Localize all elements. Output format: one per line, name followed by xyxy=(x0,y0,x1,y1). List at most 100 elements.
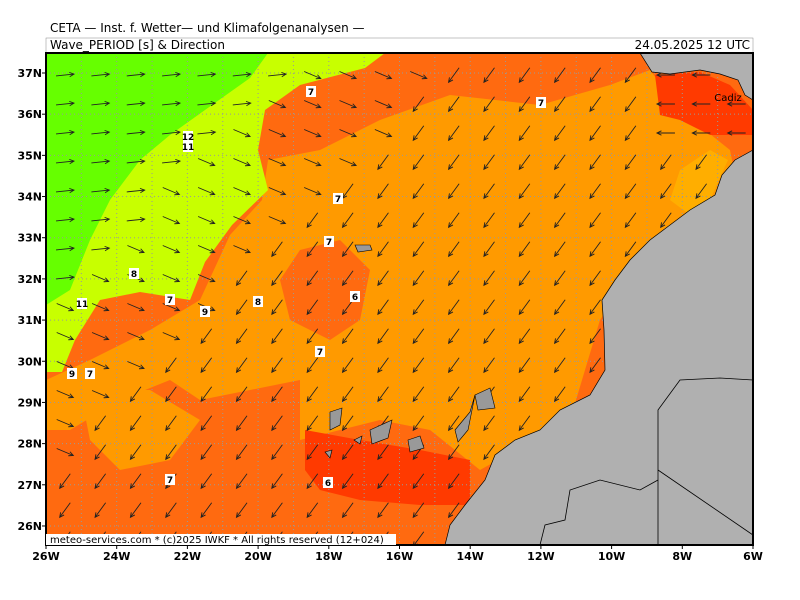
arrow xyxy=(377,328,389,345)
arrow xyxy=(518,270,531,287)
arrow xyxy=(162,274,181,283)
arrow xyxy=(268,158,287,167)
arrow xyxy=(412,415,425,432)
arrow xyxy=(341,357,354,374)
arrow xyxy=(377,270,389,287)
arrow xyxy=(339,158,358,167)
arrow xyxy=(589,212,601,229)
arrow xyxy=(412,473,425,490)
arrow xyxy=(412,502,425,519)
land xyxy=(444,149,753,545)
contour-label-bg xyxy=(306,86,316,97)
arrow xyxy=(589,183,601,200)
arrow xyxy=(197,71,217,78)
arrow xyxy=(56,303,75,312)
contour-label-bg xyxy=(183,141,193,152)
arrow xyxy=(165,444,177,461)
arrow xyxy=(341,415,354,432)
arrow xyxy=(91,390,110,399)
arrow xyxy=(655,101,675,107)
arrow xyxy=(341,212,354,229)
arrow xyxy=(554,386,566,403)
contour-label-bg xyxy=(315,346,325,357)
arrow xyxy=(374,100,393,109)
arrow xyxy=(377,357,389,374)
arrow xyxy=(56,419,75,428)
arrow xyxy=(200,415,213,432)
arrow xyxy=(410,71,428,80)
arrow xyxy=(412,357,425,374)
arrow xyxy=(235,473,248,490)
latitude-label: 36N xyxy=(17,108,42,121)
arrow xyxy=(377,502,389,519)
arrow xyxy=(306,299,319,316)
arrow xyxy=(624,67,637,84)
latitude-label: 30N xyxy=(17,355,42,368)
contour-label: 12 xyxy=(182,133,195,143)
borders xyxy=(539,377,753,545)
arrow xyxy=(91,332,110,341)
arrow xyxy=(412,386,425,403)
contour-label: 7 xyxy=(317,348,323,358)
arrow xyxy=(271,241,283,258)
arrow xyxy=(483,125,495,142)
contour-label: 8 xyxy=(131,270,137,280)
arrow xyxy=(306,415,319,432)
region-period xyxy=(280,240,370,340)
arrow xyxy=(518,125,531,142)
arrow xyxy=(91,245,111,252)
region-period xyxy=(80,390,200,470)
contour-label-bg xyxy=(67,368,77,379)
longitude-label: 10W xyxy=(598,550,625,563)
longitude-label: 6W xyxy=(743,550,763,563)
arrow xyxy=(374,129,393,138)
arrow xyxy=(233,187,251,196)
arrow xyxy=(655,72,675,78)
arrow xyxy=(303,100,322,109)
header-institute: CETA — Inst. f. Wetter— und Klimafolgena… xyxy=(50,21,365,35)
arrow xyxy=(447,125,460,142)
arrow xyxy=(126,187,146,194)
arrows xyxy=(56,67,746,545)
arrow xyxy=(377,241,389,258)
contour-label-bg xyxy=(536,97,546,108)
longitude-label: 12W xyxy=(527,550,554,563)
contour-label-bg xyxy=(323,477,333,488)
arrow xyxy=(91,216,111,223)
arrow xyxy=(162,187,181,196)
contour-label: 7 xyxy=(167,476,173,486)
arrow xyxy=(483,299,495,316)
arrow xyxy=(129,473,142,490)
arrow xyxy=(197,100,217,107)
arrow xyxy=(306,241,319,258)
arrow xyxy=(306,473,319,490)
arrow xyxy=(94,502,107,519)
arrow xyxy=(412,270,425,287)
latitude-label: 26N xyxy=(17,520,42,533)
arrow xyxy=(589,96,601,113)
arrow xyxy=(127,361,145,370)
arrow xyxy=(377,154,389,171)
arrow xyxy=(232,100,252,107)
arrow xyxy=(518,386,531,403)
arrow xyxy=(303,187,322,196)
arrow xyxy=(165,415,177,432)
arrow xyxy=(589,241,601,258)
arrow xyxy=(162,100,182,107)
arrow xyxy=(447,357,460,374)
latitude-label: 31N xyxy=(17,314,42,327)
arrow xyxy=(483,415,495,432)
arrow xyxy=(447,96,460,113)
arrow xyxy=(341,328,354,345)
arrow xyxy=(232,71,252,78)
region-period xyxy=(46,53,268,305)
footer: meteo-services.com * (c)2025 IWKF * All … xyxy=(50,535,384,546)
arrow xyxy=(268,71,288,78)
arrow xyxy=(129,386,142,403)
contour-label: 11 xyxy=(76,300,89,310)
arrow xyxy=(197,158,216,167)
arrow xyxy=(197,216,216,225)
arrow xyxy=(91,187,111,194)
contour-label: 11 xyxy=(182,143,195,153)
arrow xyxy=(377,212,389,229)
